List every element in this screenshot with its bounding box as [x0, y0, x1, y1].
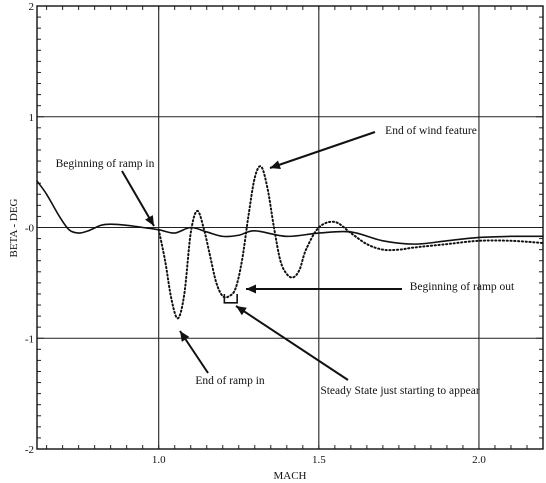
y-axis-label: BETA - DEG [8, 198, 20, 257]
series-line-solid [36, 180, 544, 245]
arrow-end-ramp-in-head [180, 331, 190, 342]
series-line-dotted [157, 165, 544, 320]
series-layer [36, 165, 544, 320]
y-tick-label: -1 [25, 333, 34, 345]
annotation-text: End of wind feature [385, 125, 477, 137]
annotation-text: Beginning of ramp in [56, 158, 155, 170]
plot-frame [36, 5, 544, 450]
x-tick-label: 2.0 [472, 454, 486, 466]
y-tick-label: -0 [25, 223, 35, 235]
y-tick-label: 2 [29, 1, 35, 13]
steady-state-bracket [223, 293, 238, 304]
x-axis-label: MACH [273, 470, 306, 482]
y-tick-label: 1 [29, 112, 35, 124]
annotation-text: Steady State just starting to appear [320, 385, 480, 397]
annotation-text: End of ramp in [195, 375, 265, 387]
annotation-text: Beginning of ramp out [410, 281, 515, 293]
arrow-ramp-out-begin-head [246, 284, 256, 294]
arrow-ramp-in-begin-head [145, 215, 154, 226]
annotation-layer: End of wind feature Beginning of ramp in B… [56, 125, 515, 397]
y-tick-label: -2 [25, 444, 34, 456]
arrow-steady-state-head [236, 306, 247, 316]
annotation-arrows [121, 131, 402, 381]
arrow-end-of-wind-line [269, 131, 376, 169]
x-tick-labels: 1.0 1.5 2.0 [152, 454, 487, 466]
arrow-ramp-in-begin-line [121, 170, 155, 227]
y-tick-labels: -2 -1 -0 1 2 [25, 1, 35, 456]
arrow-end-of-wind-head [270, 160, 281, 170]
arrow-steady-state-line [235, 305, 349, 381]
x-tick-label: 1.5 [312, 454, 326, 466]
x-tick-label: 1.0 [152, 454, 166, 466]
